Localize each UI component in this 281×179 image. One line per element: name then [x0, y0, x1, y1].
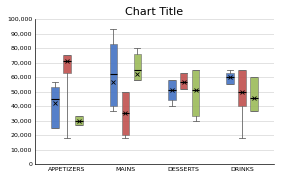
FancyBboxPatch shape	[63, 55, 71, 73]
FancyBboxPatch shape	[192, 70, 200, 116]
FancyBboxPatch shape	[122, 92, 129, 135]
FancyBboxPatch shape	[133, 54, 141, 80]
FancyBboxPatch shape	[238, 70, 246, 106]
FancyBboxPatch shape	[226, 73, 234, 84]
FancyBboxPatch shape	[110, 44, 117, 106]
FancyBboxPatch shape	[250, 77, 258, 111]
FancyBboxPatch shape	[180, 73, 187, 89]
FancyBboxPatch shape	[168, 80, 176, 100]
FancyBboxPatch shape	[75, 116, 83, 125]
Title: Chart Title: Chart Title	[125, 7, 183, 17]
FancyBboxPatch shape	[51, 87, 59, 128]
